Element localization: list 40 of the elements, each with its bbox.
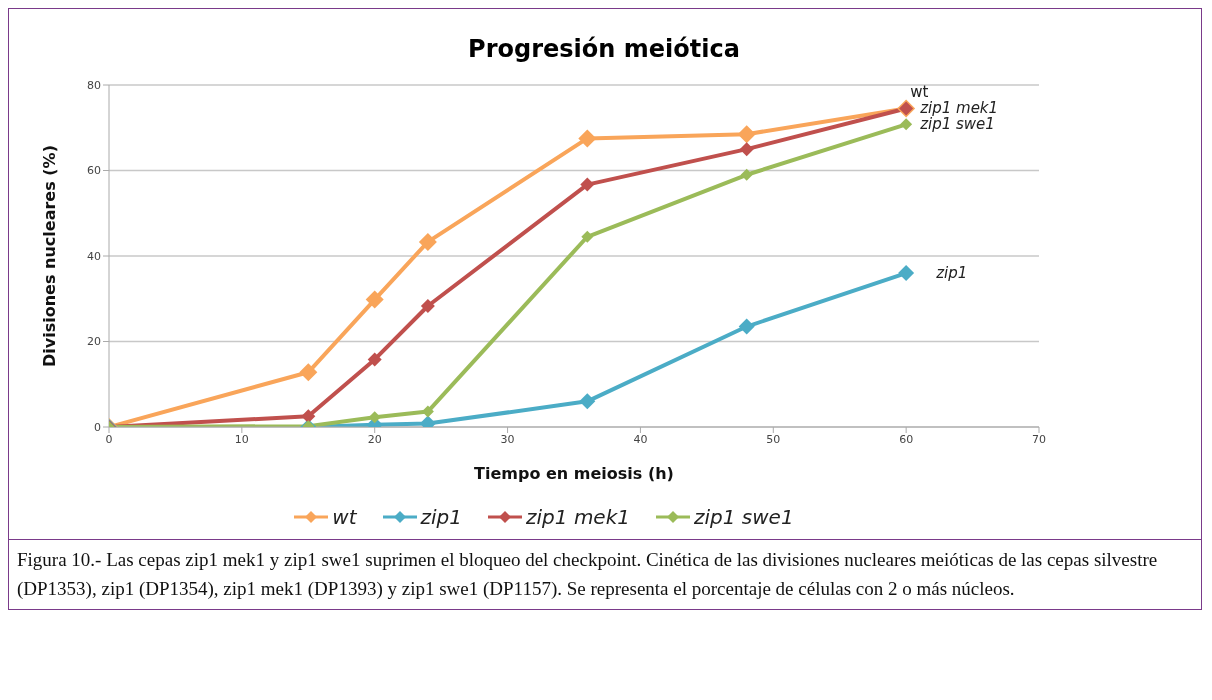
point xyxy=(581,230,594,243)
x-tick-label: 10 xyxy=(234,432,249,446)
x-tick-label: 20 xyxy=(367,432,382,446)
y-axis-title: Divisiones nucleares (%) xyxy=(39,145,59,367)
point xyxy=(420,299,435,314)
y-tick-label: 0 xyxy=(94,420,101,434)
y-tick-label: 60 xyxy=(87,164,101,178)
text: wt xyxy=(910,83,929,102)
x-tick-label: 50 xyxy=(766,432,781,446)
legend-label: wt xyxy=(331,505,357,529)
point xyxy=(579,393,596,410)
point xyxy=(301,409,316,424)
point xyxy=(739,142,754,157)
point xyxy=(580,177,595,192)
point xyxy=(900,118,913,131)
y-tick-label: 40 xyxy=(87,249,101,263)
text: Figura 10.- Las cepas zip1 mek1 y zip1 swe1 suprimen el bloqueo del checkpoint. Cinética de las divisiones nucleares meióticas de las cepas silvestre (DP1353), zip1 (DP1354), zip1 mek1 (DP1393) y zip1 swe1 (DP1157). Se representa el porcentaje de células con 2 o más núcleos. xyxy=(9,539,1201,609)
x-tick-label: 60 xyxy=(899,432,914,446)
point xyxy=(740,168,753,181)
point xyxy=(578,129,597,148)
chart-title: Progresión meiótica xyxy=(467,34,741,65)
text: zip1 xyxy=(936,263,968,282)
legend-label: zip1 swe1 xyxy=(693,505,794,529)
x-tick-label: 70 xyxy=(1032,432,1046,446)
point xyxy=(898,265,915,282)
y-tick-label: 20 xyxy=(87,335,101,349)
legend-label: zip1 xyxy=(419,505,463,529)
x-tick-label: 30 xyxy=(500,432,515,446)
text: zip1 mek1 xyxy=(920,99,999,118)
x-tick-label: 0 xyxy=(105,432,113,446)
point xyxy=(737,125,756,144)
x-tick-label: 40 xyxy=(633,432,648,446)
legend-label: zip1 mek1 xyxy=(525,505,630,529)
point xyxy=(367,352,382,367)
point xyxy=(418,232,437,251)
point xyxy=(738,318,755,335)
y-tick-label: 80 xyxy=(87,78,101,92)
point xyxy=(365,290,384,309)
point xyxy=(299,363,318,382)
x-axis-title: Tiempo en meiosis (h) xyxy=(474,464,674,483)
